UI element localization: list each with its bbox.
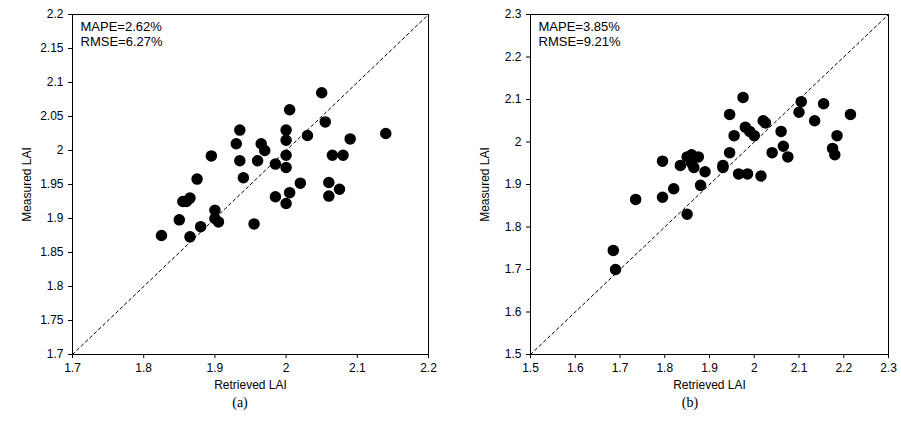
svg-text:1.9: 1.9 <box>207 361 224 375</box>
svg-text:2.1: 2.1 <box>791 361 808 375</box>
svg-text:2.1: 2.1 <box>47 75 64 89</box>
svg-text:1.9: 1.9 <box>505 177 522 191</box>
svg-text:2: 2 <box>515 135 522 149</box>
svg-text:1.8: 1.8 <box>135 361 152 375</box>
svg-text:1.75: 1.75 <box>40 313 64 327</box>
svg-text:1.9: 1.9 <box>47 211 64 225</box>
svg-text:2.2: 2.2 <box>47 7 64 21</box>
svg-text:1.6: 1.6 <box>567 361 584 375</box>
svg-text:2.2: 2.2 <box>835 361 852 375</box>
svg-text:2.3: 2.3 <box>880 361 897 375</box>
svg-text:1.7: 1.7 <box>505 262 522 276</box>
svg-text:1.5: 1.5 <box>505 347 522 361</box>
svg-text:Measured LAI: Measured LAI <box>478 147 492 222</box>
svg-text:Measured LAI: Measured LAI <box>20 147 34 222</box>
svg-text:2.15: 2.15 <box>40 41 64 55</box>
svg-text:MAPE=3.85%RMSE=9.21%: MAPE=3.85%RMSE=9.21% <box>539 19 621 49</box>
svg-text:1.6: 1.6 <box>505 305 522 319</box>
svg-text:2.1: 2.1 <box>505 92 522 106</box>
svg-text:2: 2 <box>283 361 290 375</box>
svg-text:MAPE=2.62%RMSE=6.27%: MAPE=2.62%RMSE=6.27% <box>81 19 163 49</box>
svg-text:2: 2 <box>751 361 758 375</box>
svg-text:2: 2 <box>57 143 64 157</box>
svg-text:1.95: 1.95 <box>40 177 64 191</box>
svg-text:1.9: 1.9 <box>701 361 718 375</box>
svg-text:1.85: 1.85 <box>40 245 64 259</box>
svg-text:1.7: 1.7 <box>612 361 629 375</box>
svg-text:2.3: 2.3 <box>505 7 522 21</box>
svg-text:Retrieved LAI: Retrieved LAI <box>214 378 287 392</box>
svg-text:2.2: 2.2 <box>505 50 522 64</box>
html-text:(b): (b) <box>681 395 699 410</box>
svg-text:1.5: 1.5 <box>522 361 539 375</box>
svg-text:1.8: 1.8 <box>505 220 522 234</box>
svg-text:2.1: 2.1 <box>349 361 366 375</box>
svg-text:1.8: 1.8 <box>656 361 673 375</box>
svg-text:1.7: 1.7 <box>64 361 81 375</box>
svg-text:Retrieved LAI: Retrieved LAI <box>673 378 746 392</box>
svg-text:2.2: 2.2 <box>420 361 437 375</box>
svg-text:1.7: 1.7 <box>47 347 64 361</box>
svg-text:2.05: 2.05 <box>40 109 64 123</box>
svg-text:1.8: 1.8 <box>47 279 64 293</box>
html-text:(a): (a) <box>232 395 248 410</box>
